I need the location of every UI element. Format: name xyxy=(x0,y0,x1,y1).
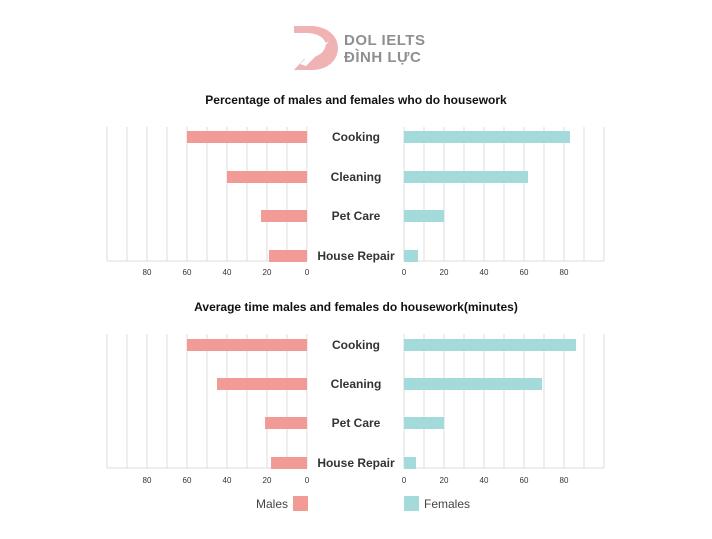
legend-swatch-males xyxy=(293,496,308,511)
bar-males xyxy=(217,378,307,390)
tick-label-left: 40 xyxy=(223,476,232,485)
bar-males xyxy=(271,457,307,469)
chart-percentage: Percentage of males and females who do h… xyxy=(106,93,605,277)
bar-females xyxy=(404,339,576,351)
tick-label-right: 0 xyxy=(402,476,407,485)
tick-label-right: 40 xyxy=(480,476,489,485)
tick-label-left: 80 xyxy=(143,268,152,277)
tick-label-left: 40 xyxy=(223,268,232,277)
tick-label-right: 80 xyxy=(560,268,569,277)
tick-label-left: 60 xyxy=(183,268,192,277)
bars xyxy=(187,339,576,469)
tick-label-left: 20 xyxy=(263,268,272,277)
tick-labels: 80 60 40 20 0 0 20 40 60 80 xyxy=(143,268,569,277)
category-label: Pet Care xyxy=(332,416,381,430)
tick-label-right: 20 xyxy=(440,268,449,277)
bar-males xyxy=(265,417,307,429)
category-label: House Repair xyxy=(317,249,395,263)
grid-lines xyxy=(106,127,605,262)
legend: Males Females xyxy=(256,496,470,511)
bar-males xyxy=(269,250,307,262)
logo-mark-icon xyxy=(294,26,338,70)
category-label: Cleaning xyxy=(331,377,382,391)
bar-males xyxy=(227,171,307,183)
logo-text-line2: ĐÌNH LỰC xyxy=(344,49,421,66)
bar-males xyxy=(187,339,307,351)
tick-label-right: 20 xyxy=(440,476,449,485)
tick-label-left: 0 xyxy=(305,268,310,277)
tick-labels: 80 60 40 20 0 0 20 40 60 80 xyxy=(143,476,569,485)
tick-label-right: 60 xyxy=(520,268,529,277)
chart-average-time: Average time males and females do housew… xyxy=(106,300,605,485)
bar-females xyxy=(404,131,570,143)
tick-label-left: 80 xyxy=(143,476,152,485)
category-labels: Cooking Cleaning Pet Care House Repair xyxy=(317,338,395,470)
tick-label-right: 0 xyxy=(402,268,407,277)
brand-logo: DOL IELTS ĐÌNH LỰC xyxy=(294,26,425,70)
bar-males xyxy=(261,210,307,222)
category-labels: Cooking Cleaning Pet Care House Repair xyxy=(317,130,395,263)
tick-label-right: 40 xyxy=(480,268,489,277)
category-label: Cooking xyxy=(332,338,380,352)
legend-label-females: Females xyxy=(424,497,470,511)
tick-label-left: 0 xyxy=(305,476,310,485)
category-label: Pet Care xyxy=(332,209,381,223)
bar-females xyxy=(404,171,528,183)
tick-label-left: 60 xyxy=(183,476,192,485)
category-label: Cleaning xyxy=(331,170,382,184)
category-label: Cooking xyxy=(332,130,380,144)
logo-text-line1: DOL IELTS xyxy=(344,32,425,49)
bar-females xyxy=(404,378,542,390)
legend-label-males: Males xyxy=(256,497,288,511)
bar-females xyxy=(404,250,418,262)
category-label: House Repair xyxy=(317,456,395,470)
bar-males xyxy=(187,131,307,143)
chart-title: Average time males and females do housew… xyxy=(194,300,518,314)
bars xyxy=(187,131,570,262)
chart-title: Percentage of males and females who do h… xyxy=(205,93,507,107)
grid-lines xyxy=(106,334,605,469)
logo-swoosh-icon xyxy=(300,41,329,66)
legend-swatch-females xyxy=(404,496,419,511)
tick-label-right: 60 xyxy=(520,476,529,485)
tick-label-left: 20 xyxy=(263,476,272,485)
bar-females xyxy=(404,210,444,222)
tick-label-right: 80 xyxy=(560,476,569,485)
bar-females xyxy=(404,417,444,429)
bar-females xyxy=(404,457,416,469)
